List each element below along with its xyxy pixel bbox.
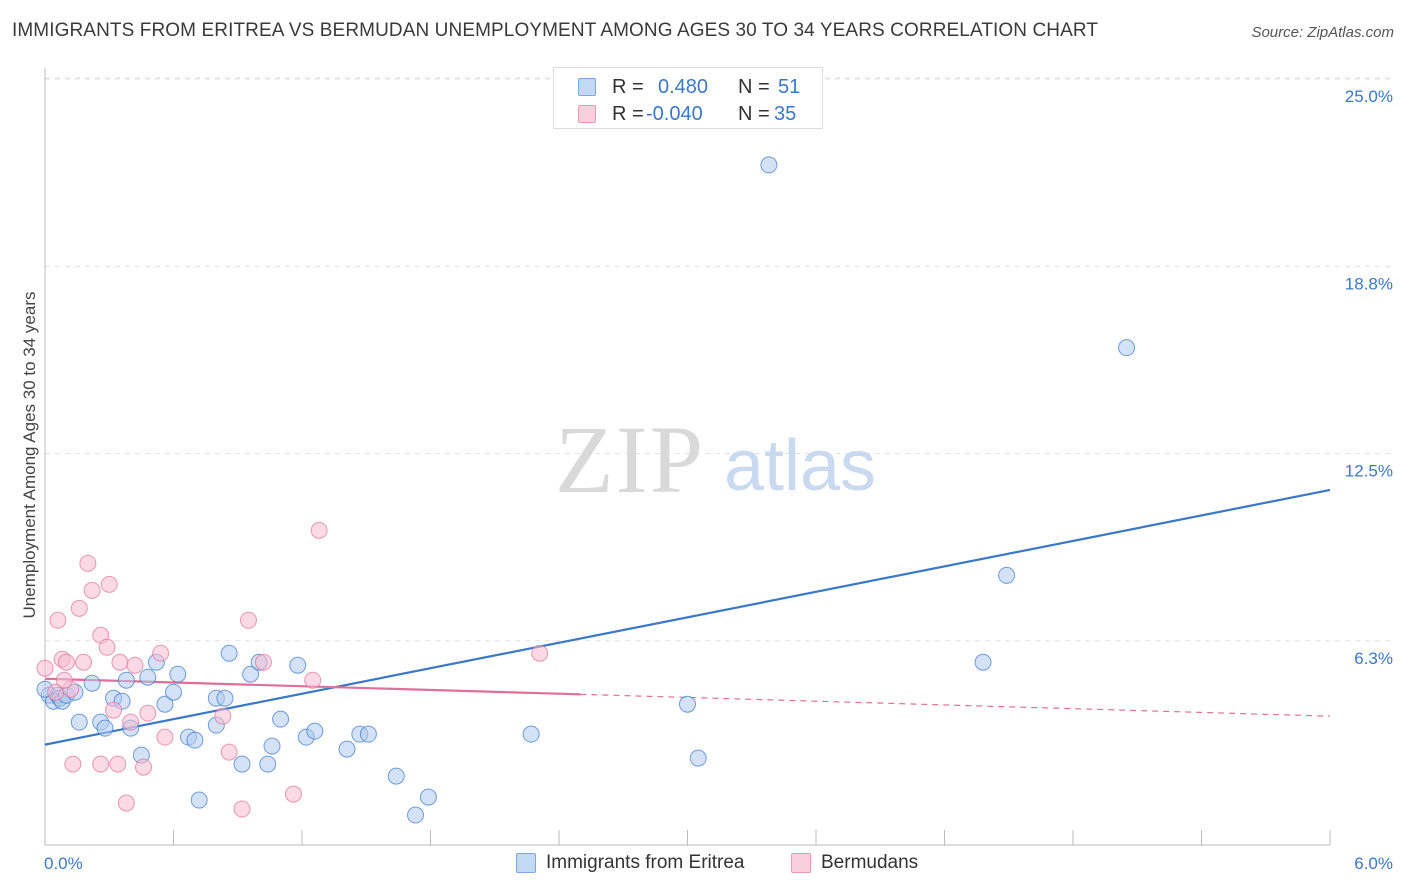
data-point-blue bbox=[689, 749, 707, 767]
data-point-pink bbox=[49, 611, 67, 629]
data-point-blue bbox=[407, 806, 425, 824]
data-point-blue bbox=[974, 653, 992, 671]
legend-n-label: N = bbox=[738, 76, 770, 98]
data-point-pink bbox=[304, 671, 322, 689]
data-point-pink bbox=[233, 800, 251, 818]
legend-swatch-blue bbox=[578, 78, 596, 96]
trend-line-dashed-pink bbox=[580, 693, 1331, 717]
data-point-blue bbox=[70, 713, 88, 731]
data-point-pink bbox=[83, 581, 101, 599]
data-point-blue bbox=[169, 665, 187, 683]
legend-n-value: 51 bbox=[778, 76, 801, 98]
data-point-blue bbox=[242, 665, 260, 683]
data-point-blue bbox=[216, 689, 234, 707]
trend-line-blue bbox=[44, 488, 1331, 746]
data-point-blue bbox=[233, 755, 251, 773]
data-point-pink bbox=[310, 521, 328, 539]
watermark-zip: ZIP bbox=[555, 406, 705, 513]
legend-r-label: R = bbox=[612, 103, 644, 125]
legend-r-value: 0.480 bbox=[658, 76, 709, 98]
data-point-pink bbox=[55, 671, 73, 689]
data-point-pink bbox=[220, 743, 238, 761]
y-tick-label: 18.8% bbox=[1345, 274, 1393, 293]
data-point-pink bbox=[254, 653, 272, 671]
data-point-blue bbox=[186, 731, 204, 749]
bottom-legend-label: Immigrants from Eritrea bbox=[546, 852, 745, 873]
chart-title: IMMIGRANTS FROM ERITREA VS BERMUDAN UNEM… bbox=[12, 20, 1099, 41]
data-point-pink bbox=[531, 644, 549, 662]
data-point-blue bbox=[165, 683, 182, 701]
y-tick-label: 25.0% bbox=[1345, 87, 1393, 106]
gridlines bbox=[45, 77, 1395, 642]
legend-n-value: 35 bbox=[774, 103, 797, 125]
tick-labels: 6.3% 12.5% 18.8% 25.0% 0.0% 6.0% bbox=[44, 87, 1393, 873]
data-point-pink bbox=[152, 644, 170, 662]
data-point-blue bbox=[96, 719, 114, 737]
data-point-pink bbox=[214, 707, 232, 725]
legend-r-value: -0.040 bbox=[646, 103, 703, 125]
legend-r-label: R = bbox=[612, 76, 644, 98]
bottom-legend-swatch-blue bbox=[516, 853, 536, 873]
data-point-blue bbox=[306, 722, 324, 740]
data-point-pink bbox=[156, 728, 174, 746]
data-point-blue bbox=[679, 695, 696, 713]
data-point-blue bbox=[139, 668, 157, 686]
bottom-legend-label: Bermudans bbox=[821, 852, 919, 873]
data-point-blue bbox=[259, 755, 277, 773]
axes bbox=[44, 68, 1331, 846]
data-point-blue bbox=[998, 566, 1016, 584]
data-point-blue bbox=[760, 156, 778, 174]
data-point-blue bbox=[83, 674, 101, 692]
data-point-blue bbox=[190, 791, 208, 809]
data-point-pink bbox=[57, 653, 75, 671]
data-point-blue bbox=[522, 725, 540, 743]
data-point-pink bbox=[75, 653, 93, 671]
data-point-pink bbox=[126, 656, 144, 674]
data-point-pink bbox=[109, 755, 127, 773]
data-point-pink bbox=[122, 713, 140, 731]
data-point-pink bbox=[111, 653, 129, 671]
y-axis-label: Unemployment Among Ages 30 to 34 years bbox=[20, 291, 39, 619]
data-point-blue bbox=[117, 671, 135, 689]
correlation-legend: R = 0.480 N = 51 R = -0.040 N = 35 bbox=[553, 67, 823, 129]
watermark-atlas: atlas bbox=[724, 426, 876, 506]
data-points bbox=[36, 156, 1136, 824]
data-point-pink bbox=[64, 755, 82, 773]
data-point-pink bbox=[117, 794, 135, 812]
data-point-blue bbox=[289, 656, 307, 674]
data-point-pink bbox=[239, 611, 257, 629]
y-tick-label: 6.3% bbox=[1354, 649, 1393, 668]
data-point-blue bbox=[272, 710, 290, 728]
data-point-blue bbox=[220, 644, 238, 662]
data-point-pink bbox=[98, 638, 116, 656]
data-point-blue bbox=[1118, 339, 1136, 357]
legend-n-label: N = bbox=[738, 103, 770, 125]
data-point-pink bbox=[36, 659, 54, 677]
data-point-pink bbox=[284, 785, 302, 803]
data-point-blue bbox=[419, 788, 437, 806]
x-tick-label: 6.0% bbox=[1354, 854, 1393, 873]
data-point-blue bbox=[156, 695, 174, 713]
data-point-pink bbox=[92, 755, 110, 773]
data-point-blue bbox=[338, 740, 356, 758]
data-point-pink bbox=[139, 704, 157, 722]
data-point-pink bbox=[135, 758, 153, 776]
data-point-pink bbox=[100, 575, 118, 593]
x-tick-label: 0.0% bbox=[44, 854, 83, 873]
data-point-blue bbox=[387, 767, 405, 785]
source-label: Source: ZipAtlas.com bbox=[1251, 24, 1394, 41]
legend-swatch-pink bbox=[578, 105, 596, 123]
data-point-pink bbox=[79, 554, 97, 572]
data-point-blue bbox=[263, 737, 281, 755]
data-point-pink bbox=[70, 599, 88, 617]
y-tick-label: 12.5% bbox=[1345, 462, 1393, 481]
data-point-blue bbox=[359, 725, 377, 743]
data-point-pink bbox=[105, 701, 123, 719]
watermark: ZIP atlas bbox=[555, 406, 876, 513]
bottom-legend-swatch-pink bbox=[791, 853, 811, 873]
